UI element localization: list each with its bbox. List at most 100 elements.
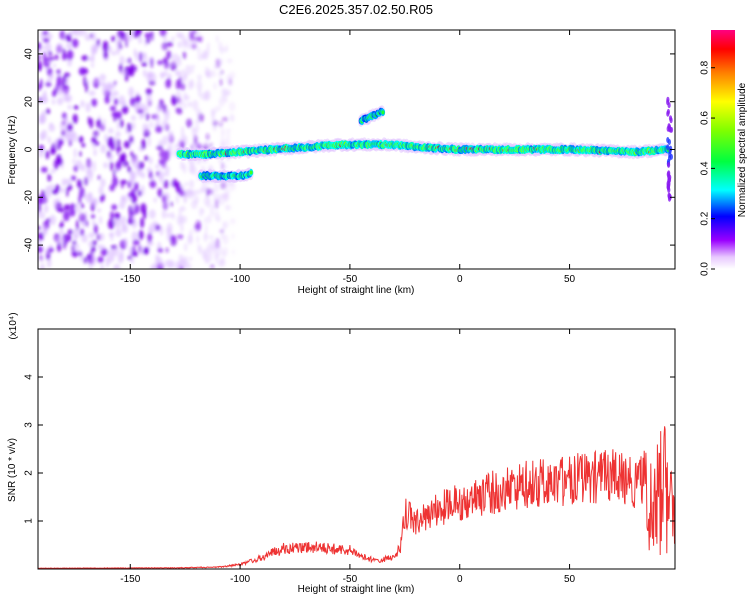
- noise-blob: [116, 148, 120, 156]
- noise-blob: [185, 188, 190, 198]
- noise-blob: [147, 71, 154, 79]
- noise-blob: [104, 133, 108, 143]
- noise-blob: [40, 166, 48, 173]
- noise-blob: [85, 102, 91, 113]
- noise-blob: [123, 35, 129, 45]
- noise-blob: [91, 251, 95, 258]
- noise-blob: [219, 121, 223, 128]
- y-tick-label: -40: [24, 237, 35, 252]
- noise-blob: [210, 204, 216, 210]
- noise-blob: [180, 160, 185, 170]
- noise-blob: [123, 237, 128, 247]
- noise-blob: [43, 204, 49, 213]
- x-tick-label: 0: [457, 574, 463, 585]
- noise-blob: [119, 119, 124, 128]
- noise-blob: [178, 254, 184, 261]
- noise-blob: [53, 198, 58, 209]
- noise-blob: [128, 246, 132, 257]
- noise-blob: [208, 235, 214, 240]
- spike-blob: [667, 124, 672, 131]
- spike-blob: [667, 187, 671, 193]
- noise-blob: [99, 73, 106, 82]
- noise-blob: [141, 62, 148, 67]
- noise-blob: [89, 174, 93, 182]
- noise-blob: [183, 92, 188, 101]
- noise-blob: [184, 242, 188, 252]
- noise-blob: [162, 57, 168, 64]
- noise-blob: [146, 112, 149, 121]
- snr-line: [38, 426, 675, 569]
- noise-blob: [166, 73, 173, 79]
- noise-blob: [144, 155, 149, 161]
- noise-blob: [134, 204, 140, 214]
- noise-blob: [132, 239, 140, 246]
- noise-blob: [159, 174, 164, 184]
- noise-blob: [100, 144, 107, 154]
- noise-blob: [165, 260, 169, 265]
- noise-blob: [159, 225, 164, 236]
- noise-blob: [165, 78, 171, 89]
- noise-blob: [163, 108, 170, 116]
- noise-blob: [139, 51, 143, 63]
- noise-blob: [38, 194, 44, 205]
- noise-blob: [148, 170, 153, 179]
- noise-blob: [186, 118, 193, 128]
- x-tick-label: -150: [120, 574, 140, 585]
- spike-blob: [668, 148, 672, 154]
- y-tick-label: 2: [24, 470, 35, 476]
- noise-blob: [117, 33, 121, 44]
- noise-blob: [68, 184, 73, 191]
- noise-blob: [180, 205, 186, 212]
- noise-blob: [71, 38, 79, 48]
- noise-blob: [112, 247, 120, 257]
- noise-blob: [215, 34, 219, 43]
- noise-blob: [147, 136, 151, 147]
- noise-blob: [205, 71, 208, 76]
- spike-blob: [666, 108, 671, 115]
- noise-blob: [93, 224, 98, 235]
- noise-blob: [78, 194, 82, 205]
- noise-blob: [99, 244, 106, 250]
- noise-blob: [178, 190, 186, 197]
- noise-blob: [112, 90, 119, 97]
- noise-blob: [120, 216, 127, 225]
- noise-blob: [197, 247, 204, 255]
- noise-blob: [195, 189, 201, 195]
- noise-blob: [39, 255, 45, 262]
- noise-blob: [209, 264, 215, 269]
- noise-blob: [82, 221, 85, 228]
- noise-blob: [41, 97, 49, 104]
- noise-blob: [71, 30, 77, 35]
- noise-blob: [205, 259, 210, 264]
- noise-blob: [158, 158, 165, 166]
- x-tick-label: -100: [230, 574, 250, 585]
- noise-blob: [171, 36, 175, 42]
- noise-blob: [180, 69, 186, 75]
- noise-blob: [92, 32, 97, 42]
- noise-blob: [226, 131, 230, 141]
- colorbar-gradient: [711, 30, 735, 269]
- noise-blob: [131, 231, 139, 242]
- y-tick-label: 20: [24, 96, 35, 108]
- noise-blob: [189, 256, 193, 261]
- noise-blob: [99, 195, 103, 203]
- noise-blob: [85, 220, 89, 227]
- noise-blob: [84, 176, 88, 186]
- noise-blob: [220, 46, 224, 55]
- noise-blob: [159, 72, 166, 78]
- noise-blob: [192, 99, 199, 111]
- y-tick-label: 1: [24, 518, 35, 524]
- colorbar-ticks: 0.0 0.2 0.4 0.6 0.8: [700, 60, 715, 276]
- snr-y-label: SNR (10 * v/v): [7, 438, 18, 502]
- spike-blob: [669, 153, 674, 160]
- noise-blob: [71, 251, 79, 256]
- noise-blob: [91, 52, 95, 63]
- noise-blob: [120, 70, 128, 76]
- noise-blob: [56, 42, 63, 54]
- noise-blob: [224, 188, 231, 194]
- colorbar-tick-label: 0.0: [700, 262, 711, 276]
- spike-blob: [666, 144, 670, 151]
- noise-blob: [39, 113, 47, 123]
- noise-blob: [73, 105, 79, 110]
- noise-blob: [76, 219, 79, 231]
